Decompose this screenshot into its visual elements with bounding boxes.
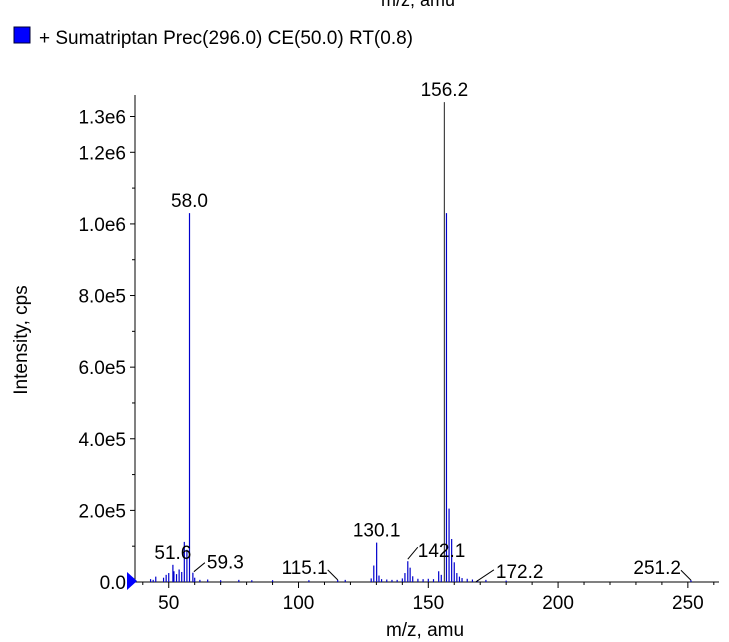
peak-annotation-label: 115.1	[282, 558, 328, 579]
y-axis-ticks: 0.0 2.0e5 4.0e5 6.0e5 8.0e5 1.0e6 1.2e6 1.3e6	[78, 107, 135, 594]
annotation-leader	[680, 569, 692, 581]
y-tick-label: 2.0e5	[78, 501, 126, 522]
peak-annotation-label: 142.1	[418, 541, 466, 562]
annotation-leader	[193, 562, 206, 573]
peak-annotations: 156.2 58.0 130.1 142.1 51.6 59.3 115.1 172.2 251…	[154, 80, 692, 583]
x-axis-ticks: 50 100 150 200 250	[142, 582, 715, 614]
legend-marker	[13, 26, 31, 44]
y-tick-label: 1.0e6	[78, 215, 126, 236]
y-tick-label: 8.0e5	[78, 287, 126, 308]
annotation-leader	[407, 546, 419, 560]
origin-marker[interactable]	[127, 572, 137, 590]
peak-annotation-label: 58.0	[171, 191, 208, 212]
y-tick-label: 6.0e5	[78, 358, 126, 379]
y-tick-label: 1.3e6	[78, 107, 126, 128]
peak-annotation-label: 130.1	[353, 521, 401, 542]
x-tick-label: 100	[283, 593, 315, 614]
peak-annotation-label: 51.6	[154, 543, 191, 564]
x-tick-label: 250	[672, 593, 704, 614]
annotation-leader	[327, 569, 339, 581]
peak-annotation-label: 251.2	[633, 558, 681, 579]
peak-annotation-label: 156.2	[421, 80, 469, 101]
spectrum-peaks	[149, 102, 692, 582]
x-tick-label: 200	[542, 593, 574, 614]
y-axis-label: Intensity, cps	[11, 285, 32, 394]
y-tick-label: 0.0	[100, 573, 126, 594]
annotation-leader	[475, 569, 495, 583]
peak-annotation-label: 59.3	[207, 553, 244, 574]
peak-annotation-label: 172.2	[496, 562, 544, 583]
x-axis-label: m/z, amu	[386, 620, 464, 641]
top-cut-axis-label: m/z, amu	[381, 0, 455, 10]
legend-text: + Sumatriptan Prec(296.0) CE(50.0) RT(0.…	[39, 28, 413, 49]
y-tick-label: 4.0e5	[78, 430, 126, 451]
x-tick-label: 150	[412, 593, 444, 614]
x-tick-label: 50	[158, 593, 179, 614]
y-tick-label: 1.2e6	[78, 143, 126, 164]
